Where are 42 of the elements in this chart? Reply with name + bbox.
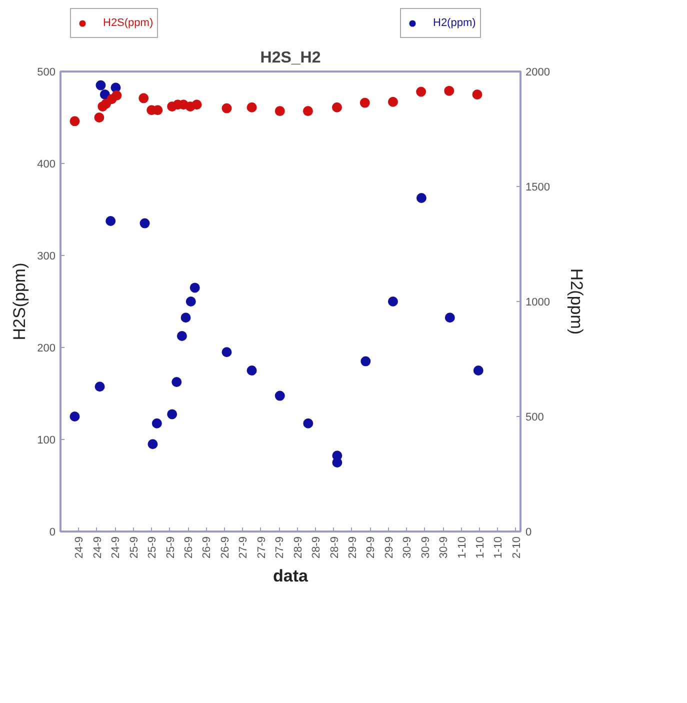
y2-tick-label: 1000 [526, 296, 550, 308]
y-tick-label: 400 [37, 158, 56, 170]
x-tick-label: 26-9 [201, 536, 214, 559]
y-tick-label: 300 [37, 250, 56, 262]
x-tick-label: 27-9 [238, 536, 250, 559]
y2-tick-label: 0 [526, 526, 532, 538]
x-tick-label: 30-9 [402, 536, 414, 559]
y-tick-label: 500 [37, 66, 56, 78]
x-tick-label: 29-9 [383, 536, 396, 559]
x-tick-label: 29-9 [346, 536, 359, 559]
x-tick-label: 25-9 [146, 536, 159, 559]
x-tick-label: 1-10 [474, 536, 487, 559]
x-tick-label: 28-9 [328, 536, 341, 559]
x-tick-label: 25-9 [164, 536, 177, 559]
x-tick-label: 27-9 [256, 536, 268, 559]
x-tick-label: 26-9 [183, 536, 196, 559]
x-tick-label: 2-10 [510, 536, 523, 559]
x-tick-label: 24-9 [92, 536, 104, 559]
x-tick-label: 28-9 [310, 536, 323, 559]
y-tick-label: 0 [49, 526, 56, 538]
x-tick-label: 30-9 [420, 536, 432, 559]
chart-title: H2S_H2 [260, 50, 321, 66]
x-tick-label: 24-9 [110, 536, 122, 559]
x-tick-label: 1-10 [456, 536, 468, 559]
y2-tick-label: 2000 [526, 66, 550, 78]
y-tick-label: 200 [37, 342, 56, 354]
x-tick-label: 27-9 [274, 536, 286, 559]
x-tick-label: 25-9 [128, 536, 140, 559]
x-axis-title: data [273, 566, 309, 586]
x-tick-label: 29-9 [365, 536, 378, 559]
x-tick-label: 24-9 [74, 536, 86, 559]
y-tick-label: 100 [37, 434, 56, 446]
y-axis-title: H2S(ppm) [10, 262, 30, 340]
x-tick-label: 30-9 [438, 536, 450, 559]
x-tick-label: 1-10 [492, 536, 505, 559]
legend-label: H2(ppm) [433, 17, 476, 29]
y2-axis-title: H2(ppm) [566, 268, 586, 335]
x-tick-label: 26-9 [219, 536, 232, 559]
legend-label: H2S(ppm) [103, 17, 154, 29]
y2-tick-label: 1500 [526, 182, 550, 194]
x-tick-label: 28-9 [292, 536, 304, 559]
y2-tick-label: 500 [526, 412, 544, 424]
